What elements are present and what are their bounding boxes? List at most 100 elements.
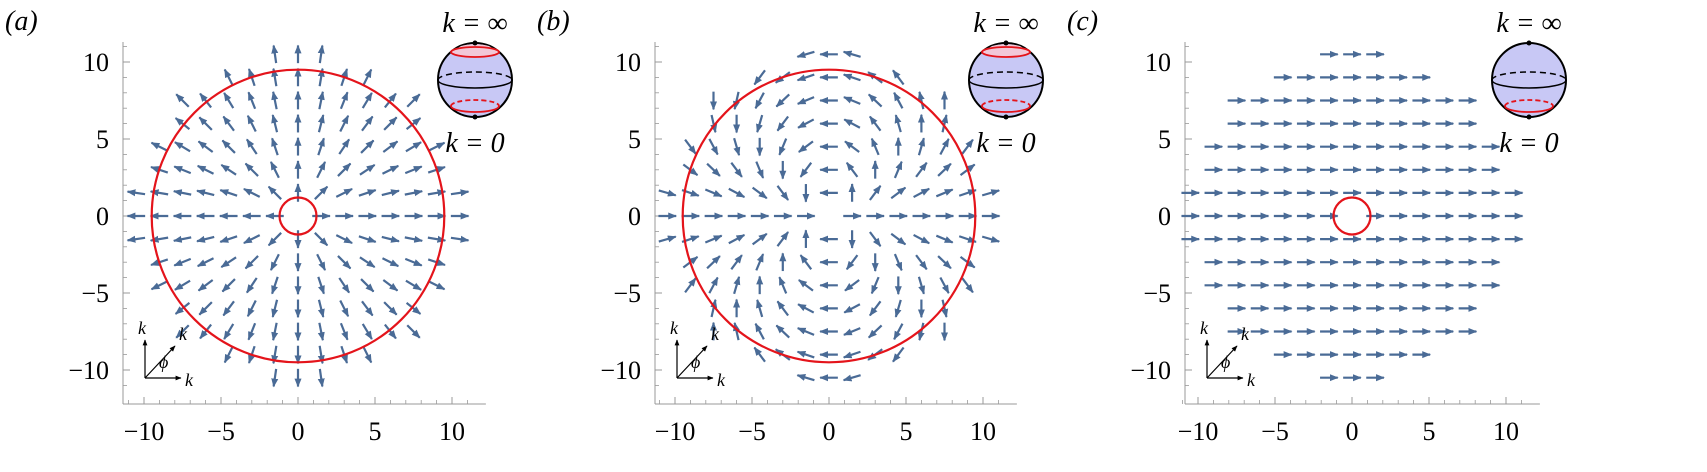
field-arrow [845, 162, 859, 178]
x-tick-label: 0 [292, 417, 305, 446]
field-arrow [126, 235, 146, 243]
field-arrow [893, 253, 903, 272]
field-arrow [381, 164, 400, 175]
field-arrow [267, 185, 282, 200]
field-arrow [360, 139, 375, 154]
south-ring-back [981, 99, 1031, 107]
k-label: k [1241, 324, 1250, 344]
field-arrow [733, 275, 741, 295]
red-circle [150, 68, 446, 364]
field-arrow [751, 186, 768, 200]
y-tick-label: 10 [615, 48, 641, 77]
field-arrow [754, 92, 765, 110]
field-arrow [917, 276, 926, 295]
field-arrow [381, 257, 400, 268]
field-arrow [317, 137, 325, 156]
corner-legend: k k kϕ [670, 318, 726, 390]
field-arrow [381, 189, 400, 197]
field-arrow [728, 233, 746, 245]
x-tick-label: 5 [1423, 417, 1436, 446]
north-cap-ring [981, 46, 1031, 58]
x-tick-label: 5 [369, 417, 382, 446]
field-arrow [842, 73, 861, 82]
x-tick-label: 10 [970, 417, 996, 446]
panel-label: (c) [1067, 6, 1098, 37]
field-arrow [126, 189, 146, 197]
field-arrow [754, 322, 765, 340]
field-arrow [246, 114, 257, 133]
south-ring-front [981, 105, 1031, 113]
field-arrow [338, 138, 351, 155]
field-arrow [317, 276, 325, 295]
field-arrow [868, 324, 883, 339]
field-arrow [776, 300, 789, 317]
field-arrow [843, 327, 861, 336]
field-arrow [339, 322, 349, 341]
field-arrow [917, 91, 925, 110]
y-tick-label: 10 [83, 48, 109, 77]
panel-label: (a) [5, 6, 38, 37]
field-arrow [775, 324, 790, 339]
field-arrow [362, 346, 373, 364]
equator-back [1491, 71, 1567, 81]
field-arrow [870, 137, 880, 156]
field-arrow [269, 161, 280, 179]
field-arrow [223, 323, 235, 340]
field-arrow [247, 322, 257, 341]
field-arrow [796, 73, 815, 82]
field-arrow [708, 276, 719, 294]
panel-label: (b) [537, 6, 570, 37]
field-arrow [199, 92, 212, 109]
equator-back [968, 71, 1044, 81]
y-tick-label: 5 [1158, 125, 1171, 154]
field-arrow [450, 235, 470, 243]
ky-label: k [670, 318, 679, 338]
field-arrow [404, 257, 423, 267]
x-tick-label: 0 [823, 417, 836, 446]
field-arrow [383, 116, 398, 131]
top-k-label: k = ∞ [973, 8, 1038, 39]
y-tick-label: −10 [600, 356, 641, 385]
sphere-body [1491, 42, 1567, 118]
field-arrow [404, 165, 423, 175]
field-arrow [405, 141, 422, 153]
field-arrow [405, 302, 422, 315]
equator-front [1491, 79, 1567, 89]
south-pole-dot [472, 114, 478, 120]
equator-front [968, 79, 1044, 89]
south-ring-back [1504, 99, 1554, 107]
field-arrow [243, 234, 261, 245]
panel-c: (c) −10 −5 0 5 10 10 5 0 −5 −10 k = ∞ k = 0 k k kϕ [1067, 6, 1567, 446]
x-tick-label: −10 [1178, 417, 1219, 446]
field-arrow [219, 235, 238, 243]
field-arrow [842, 50, 861, 58]
field-arrow [798, 279, 814, 292]
field-arrow [796, 50, 815, 58]
field-arrow [775, 93, 790, 108]
field-arrow [244, 162, 259, 177]
field-arrow [269, 253, 280, 271]
field-arrow [893, 160, 903, 179]
field-arrow [406, 93, 421, 108]
field-arrow [175, 324, 190, 339]
field-arrow [706, 255, 721, 270]
field-arrow [917, 137, 926, 156]
field-arrow [915, 162, 928, 178]
top-k-label: k = ∞ [442, 8, 507, 39]
inset-sphere [437, 40, 513, 120]
field-arrow [223, 68, 234, 86]
x-tick-label: 10 [439, 417, 465, 446]
field-arrow [797, 303, 815, 314]
red-circle [278, 196, 318, 236]
y-tick-label: 0 [1158, 202, 1171, 231]
field-arrow [358, 189, 377, 197]
field-arrow [892, 346, 905, 363]
field-arrow [893, 91, 904, 109]
field-arrow [361, 300, 374, 317]
field-arrow [756, 114, 764, 133]
panel-b: (b) −10 −5 0 5 10 10 5 0 −5 −10 k = ∞ k = 0 k k kϕ [537, 6, 1044, 446]
field-arrow [981, 189, 1001, 197]
corner-legend: k k kϕ [138, 318, 194, 390]
field-arrow [196, 235, 215, 243]
field-arrow [337, 255, 352, 270]
